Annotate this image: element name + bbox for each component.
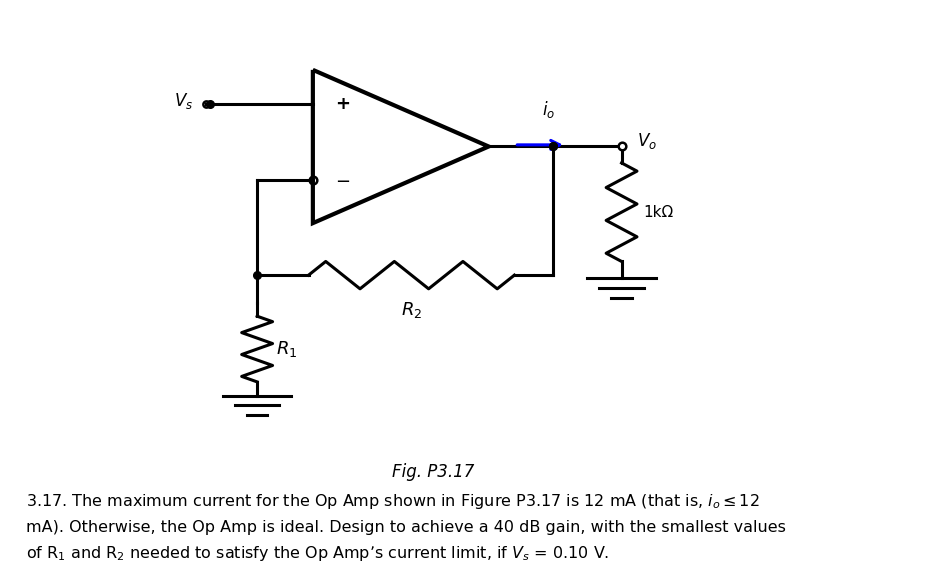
Text: $V_s$: $V_s$ xyxy=(174,91,193,111)
Text: Fig. P3.17: Fig. P3.17 xyxy=(392,463,474,481)
Text: $i_o$: $i_o$ xyxy=(542,99,556,120)
Text: 1kΩ: 1kΩ xyxy=(643,205,673,219)
Text: $R_2$: $R_2$ xyxy=(401,300,422,320)
Text: $-$: $-$ xyxy=(335,171,350,189)
Text: +: + xyxy=(335,95,350,113)
Text: mA). Otherwise, the Op Amp is ideal. Design to achieve a 40 dB gain, with the sm: mA). Otherwise, the Op Amp is ideal. Des… xyxy=(26,520,785,535)
Text: of R$_1$ and R$_2$ needed to satisfy the Op Amp’s current limit, if $V_s$ = 0.10: of R$_1$ and R$_2$ needed to satisfy the… xyxy=(26,544,609,563)
Text: $V_o$: $V_o$ xyxy=(637,131,657,151)
Text: 3.17. The maximum current for the Op Amp shown in Figure P3.17 is 12 mA (that is: 3.17. The maximum current for the Op Amp… xyxy=(26,492,759,511)
Text: $R_1$: $R_1$ xyxy=(276,339,297,359)
